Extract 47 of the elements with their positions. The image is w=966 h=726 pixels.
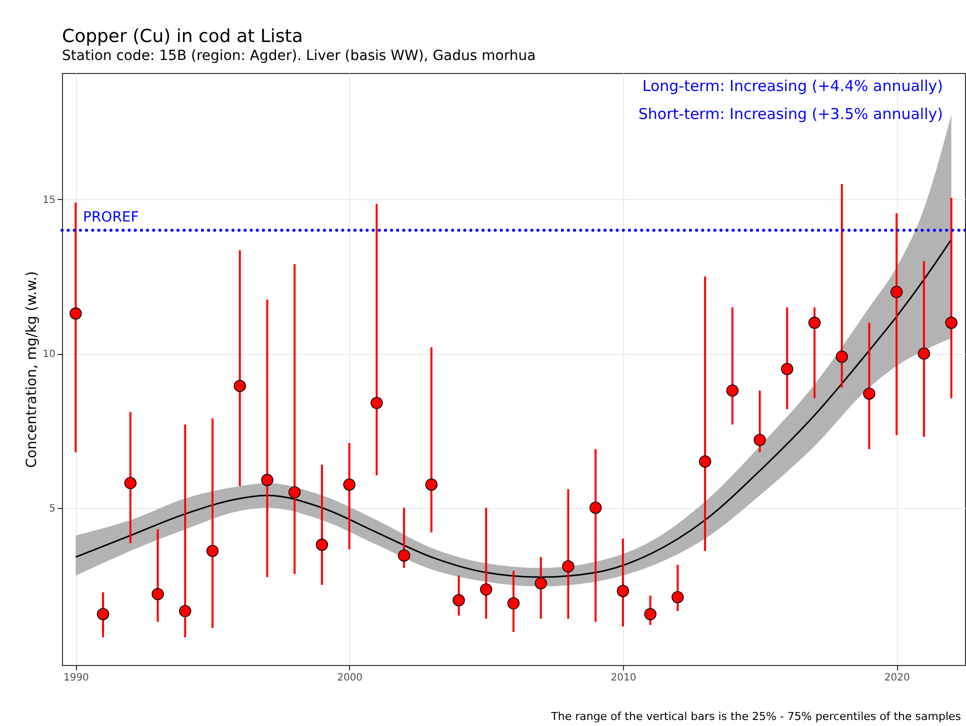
y-tick-label: 10 [42, 349, 56, 360]
point [726, 384, 739, 397]
point [781, 362, 794, 376]
x-tick-label: 2000 [337, 672, 363, 684]
point [480, 583, 492, 596]
y-tick-label: 15 [42, 194, 56, 206]
point [918, 347, 930, 360]
point [863, 388, 876, 400]
x-tick-label: 2010 [610, 672, 636, 684]
point [945, 316, 958, 329]
point [808, 316, 821, 329]
point [890, 286, 903, 298]
annotation: Short-term: Increasing (+3.5% annually) [638, 105, 943, 123]
point [234, 380, 246, 392]
point [534, 577, 547, 590]
point [288, 486, 301, 498]
ref-line-label: PROREF [83, 209, 139, 226]
point [644, 608, 656, 620]
point [754, 434, 766, 446]
point [836, 350, 848, 363]
point [425, 478, 438, 491]
point [562, 560, 574, 572]
point [698, 455, 712, 468]
chart-subtitle: Station code: 15B (region: Agder). Liver (basis WW), Gadus morhua [62, 48, 536, 64]
point [70, 307, 82, 320]
point [96, 608, 110, 620]
y-tick-label: 5 [49, 503, 56, 514]
point [398, 549, 410, 562]
text: The range of the vertical bars is the 25% - 75% percentiles of the samples [550, 710, 962, 723]
y-axis-title: Concentration, mg/kg (w.w.) [24, 271, 40, 468]
point [206, 544, 219, 558]
point [507, 597, 520, 610]
point [343, 478, 356, 491]
point [316, 538, 328, 551]
point [672, 591, 684, 604]
point [452, 594, 465, 606]
point [261, 474, 274, 486]
point [124, 476, 137, 490]
point [152, 588, 164, 600]
x-tick-label: 2020 [884, 672, 910, 684]
point [179, 604, 192, 618]
annotation: Long-term: Increasing (+4.4% annually) [642, 77, 943, 95]
point [616, 584, 630, 598]
point [370, 396, 383, 410]
point [589, 502, 602, 514]
x-tick-label: 1990 [63, 672, 89, 684]
chart-title: Copper (Cu) in cod at Lista [62, 26, 303, 47]
